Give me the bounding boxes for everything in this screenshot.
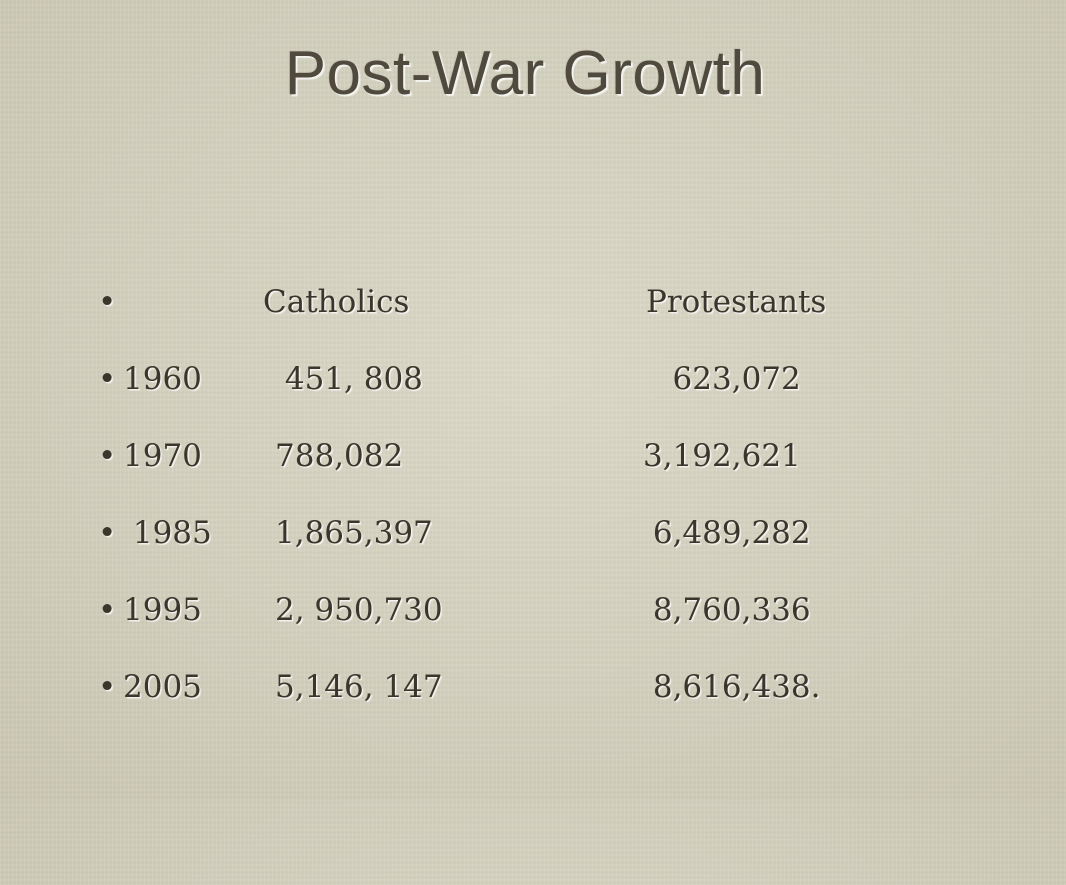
catholics-cell: 788,082 <box>275 438 404 474</box>
protestants-cell: 8,760,336 <box>643 592 811 628</box>
table-row: • 2005 5,146, 147 8,616,438. <box>98 669 898 719</box>
year-cell: 1995 <box>123 592 202 628</box>
protestants-cell: 8,616,438. <box>643 669 821 705</box>
table-row: • 1960 451, 808 623,072 <box>98 361 898 411</box>
slide-title: Post-War Growth <box>284 39 766 108</box>
year-cell: 1960 <box>123 361 202 397</box>
bullet: • <box>98 515 117 551</box>
year-cell: 1985 <box>123 515 212 551</box>
catholics-cell: 2, 950,730 <box>275 592 443 628</box>
year-cell: 1970 <box>123 438 202 474</box>
header-row: • Catholics Protestants <box>98 284 898 334</box>
bullet: • <box>98 438 117 474</box>
bullet: • <box>98 361 117 397</box>
year-cell: 2005 <box>123 669 202 705</box>
protestants-cell: 3,192,621 <box>643 438 801 474</box>
table-row: • 1970 788,082 3,192,621 <box>98 438 898 488</box>
protestants-cell: 623,072 <box>643 361 801 397</box>
slide: Post-War Growth • Catholics Protestants … <box>98 39 898 719</box>
catholics-cell: 1,865,397 <box>275 515 433 551</box>
bullet: • <box>98 284 117 320</box>
table-row: • 1995 2, 950,730 8,760,336 <box>98 592 898 642</box>
column-header-protestants: Protestants <box>646 284 827 320</box>
bullet: • <box>98 592 117 628</box>
protestants-cell: 6,489,282 <box>643 515 811 551</box>
column-header-catholics: Catholics <box>263 284 410 320</box>
table-row: • 1985 1,865,397 6,489,282 <box>98 515 898 565</box>
catholics-cell: 5,146, 147 <box>275 669 443 705</box>
catholics-cell: 451, 808 <box>275 361 423 397</box>
bullet: • <box>98 669 117 705</box>
